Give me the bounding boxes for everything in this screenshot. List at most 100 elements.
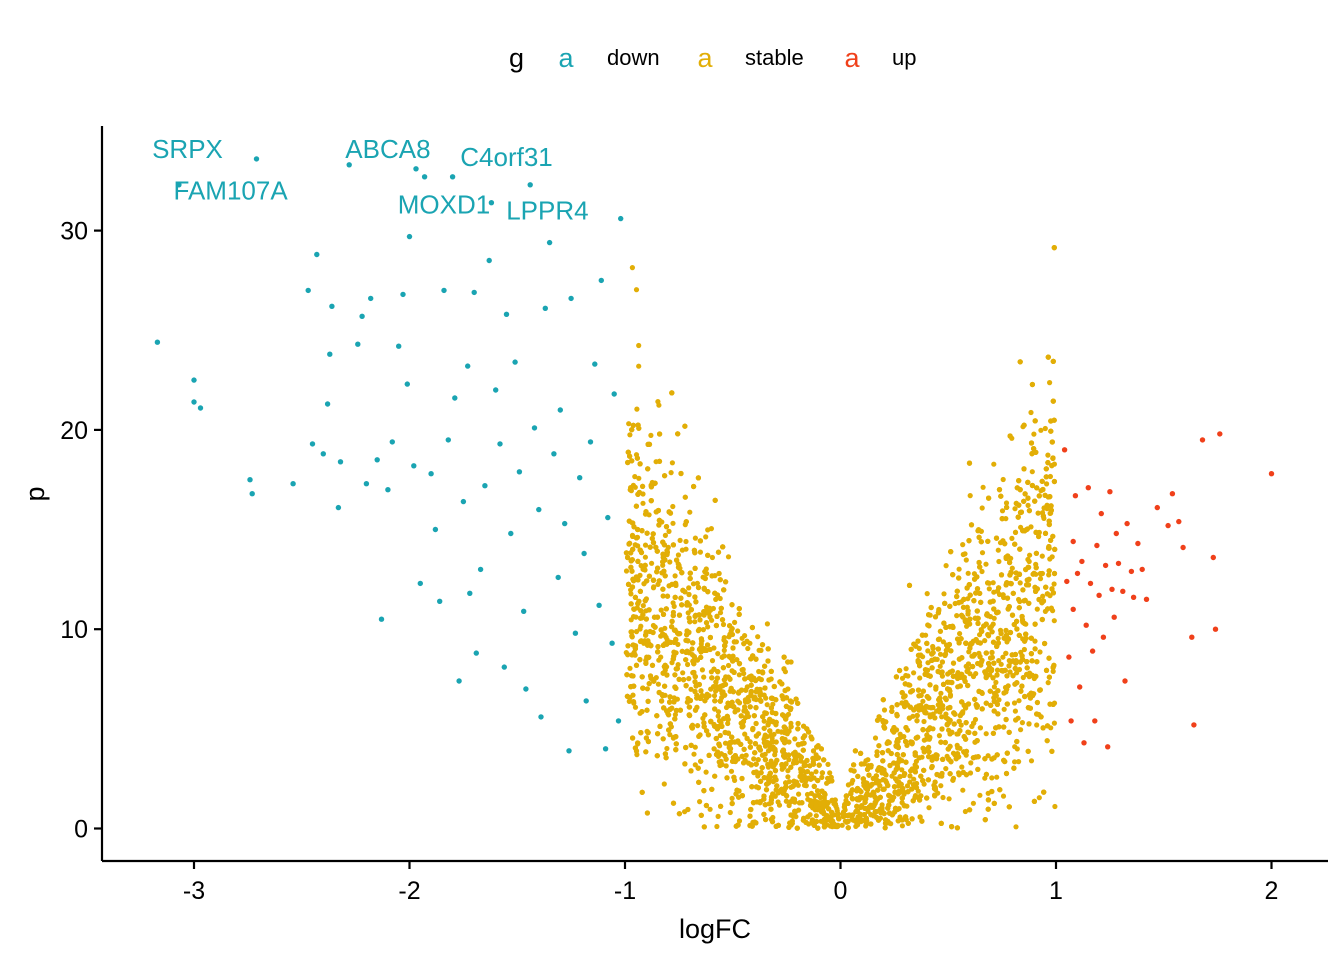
data-point-stable xyxy=(652,480,658,486)
data-point-stable xyxy=(636,475,642,481)
data-point-stable xyxy=(649,560,655,566)
data-point-stable xyxy=(1017,546,1023,552)
data-point-stable xyxy=(739,753,745,759)
data-point-stable xyxy=(1003,770,1010,777)
data-point-stable xyxy=(961,702,967,708)
data-point-stable xyxy=(1004,673,1010,679)
data-point-stable xyxy=(692,535,699,541)
data-point-stable xyxy=(672,672,678,678)
data-point-stable xyxy=(765,658,771,664)
data-point-stable xyxy=(879,770,885,776)
data-point-stable xyxy=(1046,674,1052,680)
data-point-stable xyxy=(973,637,979,643)
data-point-stable xyxy=(637,626,643,632)
data-point-stable xyxy=(994,672,1000,678)
data-point-stable xyxy=(688,768,694,774)
data-point-stable xyxy=(739,635,745,641)
data-point-stable xyxy=(695,765,701,771)
data-point-stable xyxy=(686,676,692,682)
data-point-stable xyxy=(662,473,668,479)
data-point-stable xyxy=(967,645,973,651)
data-point-stable xyxy=(1033,550,1039,556)
data-point-stable xyxy=(949,824,955,830)
data-point-stable xyxy=(815,777,821,784)
data-point-stable xyxy=(686,650,692,656)
data-point-stable xyxy=(724,713,730,720)
data-point-stable xyxy=(692,679,698,685)
data-point-stable xyxy=(902,693,908,699)
data-point-stable xyxy=(927,682,933,688)
data-point-stable xyxy=(1005,553,1011,559)
data-point-stable xyxy=(717,698,723,704)
data-point-stable xyxy=(1028,690,1034,696)
data-point-stable xyxy=(767,774,773,780)
data-point-stable xyxy=(887,762,893,769)
data-point-stable xyxy=(1017,487,1023,493)
data-point-stable xyxy=(703,620,710,626)
data-point-stable xyxy=(980,484,986,490)
data-point-stable xyxy=(751,713,757,719)
data-point-stable xyxy=(1007,669,1013,675)
data-point-stable xyxy=(995,547,1001,553)
data-point-stable xyxy=(979,689,985,696)
data-point-stable xyxy=(637,461,643,467)
data-point-stable xyxy=(820,809,826,815)
data-point-stable xyxy=(686,704,692,710)
legend-key-up: a xyxy=(844,43,860,73)
data-point-stable xyxy=(983,650,989,656)
data-point-stable xyxy=(734,787,740,793)
data-point-stable xyxy=(689,725,695,731)
data-point-stable xyxy=(672,684,678,690)
data-point-stable xyxy=(755,773,761,779)
data-point-stable xyxy=(632,542,638,548)
data-point-stable xyxy=(1041,789,1047,795)
data-point-stable xyxy=(905,789,911,795)
data-point-stable xyxy=(776,802,783,808)
data-point-stable xyxy=(873,773,879,779)
data-point-stable xyxy=(989,629,995,635)
data-point-stable xyxy=(804,757,810,764)
data-point-stable xyxy=(748,692,754,699)
data-point-stable xyxy=(995,688,1001,694)
data-point-stable xyxy=(1018,688,1024,694)
data-point-stable xyxy=(947,688,953,694)
data-point-stable xyxy=(691,483,697,490)
data-point-stable xyxy=(912,750,918,756)
data-point-stable xyxy=(749,823,755,829)
data-point-stable xyxy=(987,625,993,631)
data-point-stable xyxy=(825,775,831,781)
data-point-stable xyxy=(1051,662,1057,669)
data-point-stable xyxy=(813,813,819,819)
data-point-stable xyxy=(722,643,728,649)
data-point-stable xyxy=(750,725,756,732)
data-point-stable xyxy=(696,612,702,618)
data-point-stable xyxy=(929,657,935,664)
data-point-stable xyxy=(985,797,992,803)
data-point-stable xyxy=(778,786,785,793)
data-point-stable xyxy=(1011,765,1017,771)
data-point-stable xyxy=(1036,596,1042,603)
data-point-stable xyxy=(729,795,735,802)
data-point-stable xyxy=(875,817,882,823)
data-point-stable xyxy=(1006,604,1012,610)
data-point-stable xyxy=(757,692,763,698)
data-point-stable xyxy=(815,755,822,761)
data-point-stable xyxy=(786,739,792,745)
data-point-stable xyxy=(692,613,698,619)
data-point-stable xyxy=(1033,565,1039,571)
data-point-stable xyxy=(915,734,921,740)
data-point-stable xyxy=(1028,758,1035,764)
data-point-stable xyxy=(998,661,1004,667)
data-point-stable xyxy=(795,700,801,706)
data-point-stable xyxy=(628,617,634,623)
data-point-stable xyxy=(954,593,960,600)
data-point-stable xyxy=(675,431,681,437)
data-point-stable xyxy=(990,639,997,645)
data-point-stable xyxy=(997,787,1003,793)
data-point-stable xyxy=(917,663,923,669)
data-point-stable xyxy=(836,815,842,821)
data-point-stable xyxy=(960,787,966,793)
data-point-stable xyxy=(982,756,988,762)
data-point-stable xyxy=(696,681,702,688)
data-point-stable xyxy=(765,646,771,652)
